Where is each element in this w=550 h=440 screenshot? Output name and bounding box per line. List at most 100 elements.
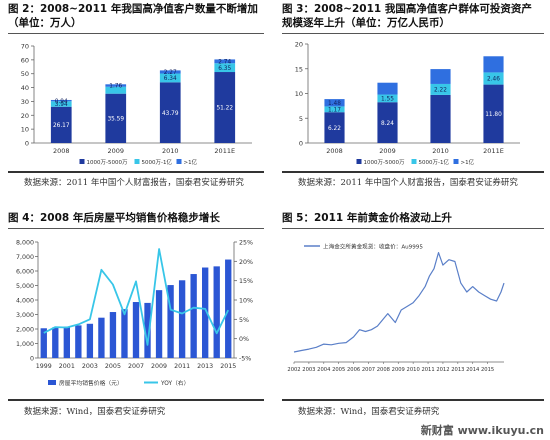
- fig3-bar-2: [483, 56, 504, 73]
- fig2-source: 数据来源：2011 年中国个人财富报告，国泰君安证券研究: [24, 178, 244, 188]
- fig3-legend-label: 5000万-1亿: [419, 158, 450, 166]
- fig4-source: 数据来源：Wind，国泰君安证券研究: [24, 407, 166, 417]
- fig4-x-tick-label: 2015: [220, 363, 236, 370]
- fig2-title-line1: 图 2：2008~2011 年我国高净值客户数量不断增加: [8, 3, 258, 15]
- fig4-title: 图 4：2008 年后房屋平均销售价格稳步增长: [8, 211, 270, 225]
- fig3-rule: [282, 33, 544, 34]
- fig4-y-tick-label-right: 25%: [239, 240, 253, 247]
- fig2-data-label: 43.79: [162, 111, 179, 117]
- fig4-chart: 0 1,000 2,000 3,000 4,000 5,000 6,000 7,000 8,00…: [16, 240, 253, 388]
- fig2-bar-0: [159, 82, 181, 143]
- fig4-x-tick-label: 2013: [197, 363, 213, 370]
- fig2-bar-1: [214, 63, 236, 73]
- fig5-x-tick-label: 2013: [451, 367, 464, 373]
- fig2-legend-label: 5000万-1亿: [142, 158, 173, 166]
- fig3-bar-1: [430, 83, 451, 95]
- fig4-bar: [109, 312, 117, 358]
- fig5-x-tick-label: 2014: [466, 367, 480, 373]
- fig2-rule: [8, 33, 264, 34]
- fig3-legend-swatch: [356, 159, 362, 164]
- fig2-data-label: 1.76: [109, 84, 122, 90]
- fig4-bar: [75, 325, 82, 358]
- fig4-x-tick-label: 1999: [36, 363, 52, 370]
- fig2-y-tick-label: 0: [25, 140, 29, 148]
- fig3-title-line1: 图 3：2008~2011 我国高净值客户群体可投资资产: [282, 3, 532, 15]
- fig4-y-tick-label-right: 0%: [239, 336, 249, 343]
- fig2-bar-1: [159, 73, 181, 83]
- fig5-x-tick-label: 2003: [302, 367, 315, 373]
- fig2-x-tick-label: 2010: [162, 147, 179, 155]
- fig4-bar: [167, 285, 174, 358]
- fig4-y-tick-label-right: 20%: [239, 259, 253, 266]
- fig2-y-tick-label: 20: [21, 112, 29, 120]
- fig4-x-tick-label: 2007: [128, 363, 144, 370]
- fig4-bar: [86, 323, 94, 358]
- fig3-legend-swatch: [411, 159, 417, 164]
- fig2-bar-2: [105, 84, 127, 87]
- watermark: 新财富 www.ikuyu.cn: [420, 424, 544, 437]
- fig3-bar-2: [324, 99, 345, 107]
- fig2-data-label: 6.34: [164, 76, 177, 82]
- fig4-bar: [225, 259, 232, 358]
- fig4-title-line1: 图 4：2008 年后房屋平均销售价格稳步增长: [8, 212, 220, 224]
- fig3-y-tick-label: 20: [295, 41, 303, 49]
- fig3-y-tick-label: 15: [295, 65, 303, 73]
- fig2-bar-2: [50, 99, 72, 102]
- fig3-legend-label: 1000万-5000万: [364, 159, 405, 166]
- fig3-title-line2: 规模逐年上升（单位：万亿人民币）: [282, 17, 450, 29]
- fig2-legend-swatch: [79, 159, 85, 164]
- fig4-bar: [98, 317, 105, 358]
- fig3-legend-label: >1亿: [461, 158, 475, 166]
- fig4-y-tick-label-left: 4,000: [16, 298, 34, 305]
- fig5-x-tick-label: 2006: [347, 367, 360, 373]
- fig2-legend-label: 1000万-5000万: [87, 159, 128, 166]
- fig2-chart: 0 10 20 30 40 50 60 70 2008 26.17 3.940.94 2009 35.5…: [21, 43, 252, 166]
- fig3-y-tick-label: 10: [295, 90, 303, 98]
- fig3-x-tick-label: 2009: [379, 147, 396, 155]
- fig5-x-tick-label: 2009: [392, 367, 405, 373]
- fig5-x-tick-label: 2012: [436, 367, 449, 373]
- fig3-data-label: 2.46: [487, 77, 500, 83]
- fig5-gold-line: [293, 252, 505, 353]
- fig5-title: 图 5：2011 年前黄金价格波动上升: [282, 211, 544, 225]
- fig3-bar-2: [430, 69, 451, 84]
- fig5-title-line1: 图 5：2011 年前黄金价格波动上升: [282, 212, 452, 224]
- fig3-bar-0: [324, 112, 345, 143]
- fig2-legend-swatch: [134, 159, 140, 164]
- fig3-bar-0: [377, 102, 398, 143]
- fig5-x-tick-label: 2007: [362, 367, 375, 373]
- fig2-x-tick-label: 2011E: [214, 147, 235, 155]
- fig4-y-tick-label-left: 8,000: [16, 240, 34, 247]
- fig2-data-label: 26.17: [53, 123, 70, 129]
- fig5-rule-bottom: [282, 399, 544, 401]
- fig5-legend-label: 上海金交所黄金现货：收盘价：Au9995: [323, 243, 423, 251]
- fig4-bar: [63, 326, 70, 358]
- fig2-data-label: 35.59: [107, 117, 124, 123]
- fig2-title-line2: （单位：万人）: [8, 17, 82, 29]
- fig3-y-tick-label: 0: [299, 140, 303, 148]
- fig2-bar-1: [50, 101, 72, 107]
- fig5-x-tick-label: 2005: [332, 367, 345, 373]
- fig2-data-label: 0.94: [55, 99, 68, 105]
- fig3-data-label: 1.48: [328, 101, 341, 107]
- fig2-data-label: 2.74: [218, 60, 231, 66]
- fig5-source: 数据来源：Wind，国泰君安证券研究: [298, 407, 440, 417]
- fig2-x-tick-label: 2008: [53, 147, 70, 155]
- fig2-bar-1: [105, 86, 127, 94]
- fig3-source: 数据来源：2011 年中国个人财富报告，国泰君安证券研究: [298, 178, 518, 188]
- fig4-bar: [52, 327, 59, 358]
- fig2-data-label: 6.35: [218, 66, 231, 72]
- fig3-bar-1: [483, 72, 504, 85]
- fig5-x-tick-label: 2008: [377, 367, 390, 373]
- fig3-data-label: 6.22: [328, 126, 341, 132]
- fig4-bar: [121, 309, 128, 358]
- fig3-bar-2: [377, 82, 398, 95]
- fig4-rule: [8, 228, 264, 229]
- fig5-x-tick-label: 2004: [317, 367, 331, 373]
- fig5-rule: [282, 228, 544, 229]
- fig4-legend-label-line: YOY（右）: [160, 379, 189, 387]
- fig4-x-tick-label: 2011: [174, 363, 190, 370]
- fig2-legend-swatch: [176, 159, 182, 164]
- fig3-x-tick-label: 2011E: [483, 147, 504, 155]
- fig2-data-label: 3.94: [55, 102, 68, 108]
